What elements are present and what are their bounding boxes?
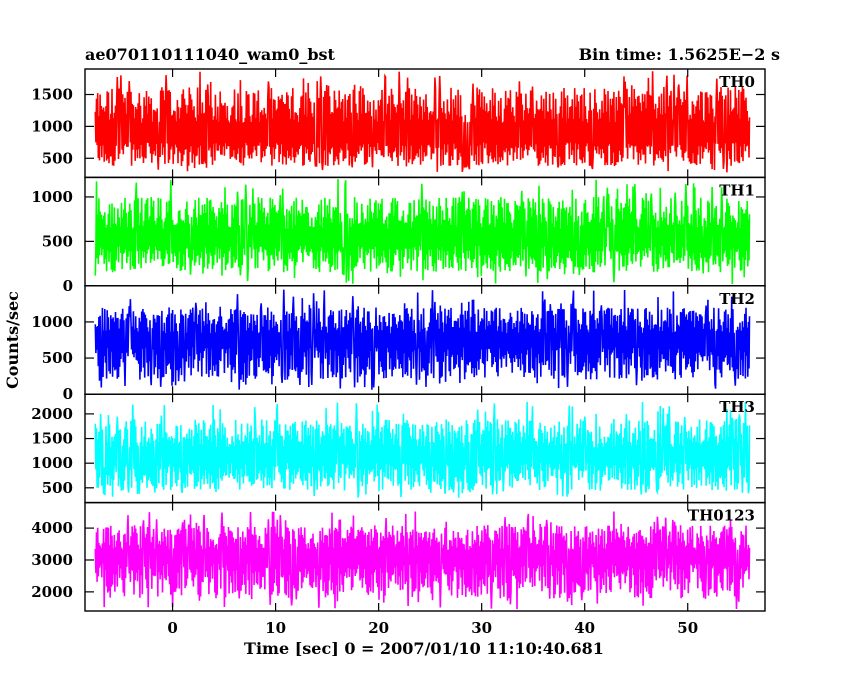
x-tick-label: 40 [574,619,595,637]
x-tick-label: 10 [265,619,286,637]
panel-frame-th0123 [84,501,766,612]
series-label-th3: TH3 [719,398,755,416]
y-tick-label-th1: 1000 [31,188,73,206]
series-trace-th3 [94,401,751,498]
series-trace-th2 [94,289,751,390]
y-tick-label-th2: 500 [42,349,73,367]
y-tick-label-th0123: 4000 [31,519,73,537]
y-tick-label-th3: 1000 [31,454,73,472]
y-tick-label-th3: 500 [42,479,73,497]
series-trace-th0 [94,71,751,173]
y-tick-label-th0123: 2000 [31,583,73,601]
y-tick-label-th1: 0 [63,277,73,295]
y-tick-label-th2: 0 [63,385,73,403]
y-tick-label-th3: 1500 [31,430,73,448]
y-tick-label-th0: 1000 [31,117,73,135]
x-axis-label: Time [sec] 0 = 2007/01/10 11:10:40.681 [244,639,604,658]
y-axis-label: Counts/sec [3,291,22,389]
series-label-th0123: TH0123 [688,507,755,525]
y-tick-label-th0: 500 [42,149,73,167]
bin-time-label: Bin time: 1.5625E−2 s [579,45,780,64]
series-label-th1: TH1 [719,181,755,199]
y-tick-label-th2: 1000 [31,313,73,331]
x-tick-label: 50 [677,619,698,637]
x-tick-label: 30 [471,619,492,637]
y-tick-label-th0123: 3000 [31,551,73,569]
x-tick-label: 0 [167,619,177,637]
series-label-th2: TH2 [719,290,755,308]
y-tick-label-th1: 500 [42,232,73,250]
y-tick-label-th3: 2000 [31,405,73,423]
series-trace-th0123 [94,511,751,610]
x-tick-label: 20 [368,619,389,637]
y-tick-label-th0: 1500 [31,86,73,104]
series-label-th0: TH0 [719,73,755,91]
chart-title: ae070110111040_wam0_bst [85,45,336,64]
series-trace-th1 [94,179,751,285]
